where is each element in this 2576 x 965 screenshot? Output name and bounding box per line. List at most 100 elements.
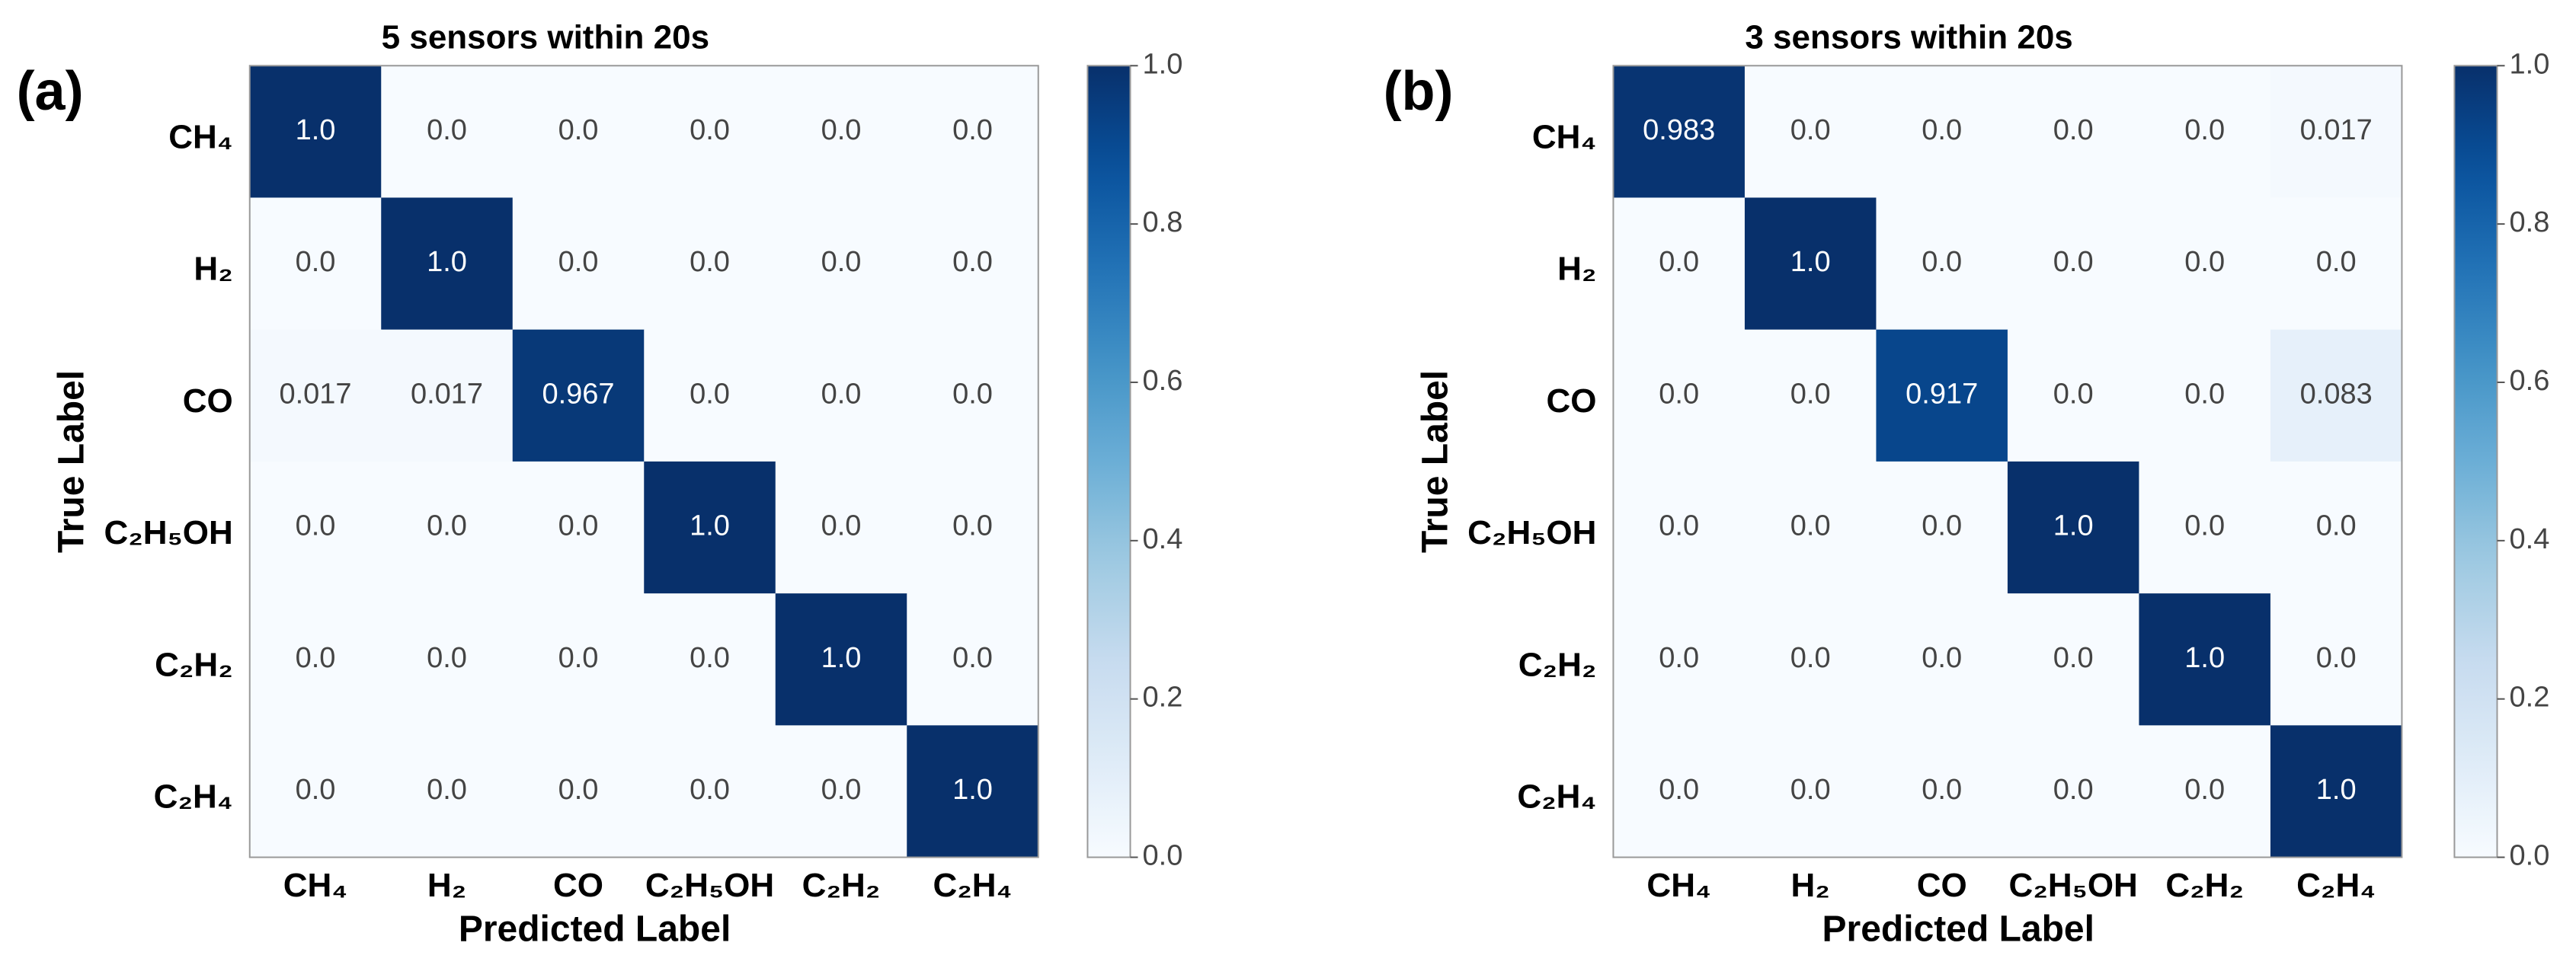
- cell-label: 0.0: [558, 246, 599, 278]
- y-tick-label: CO: [1546, 382, 1596, 420]
- heatmap-cell: [2007, 66, 2139, 198]
- chart-title: 3 sensors within 20s: [1745, 18, 2072, 56]
- cell-label: 1.0: [2184, 642, 2225, 674]
- y-tick-label: C₂H₂: [155, 646, 233, 683]
- cell-label: 0.0: [427, 642, 467, 674]
- x-axis-label: Predicted Label: [459, 909, 731, 949]
- heatmap-cell: [249, 197, 382, 331]
- heatmap-cell: [907, 66, 1039, 198]
- heatmap-cell: [512, 197, 645, 331]
- cell-label: 0.0: [1659, 378, 1699, 410]
- cell-label: 0.0: [1790, 378, 1831, 410]
- plot-frame: [248, 65, 1039, 858]
- cell-label: 0.917: [1906, 378, 1978, 410]
- cell-label: 0.0: [821, 774, 862, 806]
- cell-label: 0.0: [2184, 774, 2225, 806]
- cell-label: 0.0: [1922, 246, 1962, 278]
- heatmap-cell: [2139, 197, 2271, 331]
- y-tick-label: CO: [183, 382, 233, 420]
- cell-label: 0.0: [2053, 378, 2094, 410]
- heatmap-cell: [1613, 197, 1746, 331]
- cell-label: 0.0: [296, 642, 336, 674]
- cell-label: 0.0: [2053, 774, 2094, 806]
- colorbar-tick-label: 0.8: [1143, 206, 1183, 238]
- colorbar-tick-label: 0.0: [1143, 840, 1183, 872]
- cell-label: 0.0: [1922, 642, 1962, 674]
- heatmap-cell: [775, 329, 907, 462]
- y-tick-label: C₂H₄: [154, 778, 233, 816]
- heatmap-cell: [775, 66, 907, 198]
- heatmap-cell: [1744, 329, 1877, 462]
- heatmap-cell: [2139, 66, 2271, 198]
- colorbar-tick-label: 0.4: [1143, 523, 1183, 555]
- cell-label: 0.0: [1659, 246, 1699, 278]
- cell-label: 1.0: [952, 774, 993, 806]
- cell-label: 0.967: [542, 378, 614, 410]
- y-axis-label: True Label: [1415, 370, 1455, 553]
- y-tick-label: C₂H₄: [1517, 778, 1596, 816]
- cell-label: 0.0: [1922, 510, 1962, 542]
- cell-label: 0.0: [1790, 642, 1831, 674]
- x-tick-label: C₂H₅OH: [645, 867, 774, 904]
- heatmap-cell: [1744, 461, 1877, 594]
- cell-label: 0.0: [952, 114, 993, 146]
- cell-label: 0.0: [952, 642, 993, 674]
- cell-label: 0.0: [558, 642, 599, 674]
- y-tick-label: CH₄: [168, 118, 233, 155]
- panel-label: (a): [17, 61, 84, 122]
- heatmap-cell: [1613, 725, 1746, 858]
- heatmap-cell: [1613, 329, 1746, 462]
- colorbar-tick-label: 0.6: [1143, 365, 1183, 397]
- heatmap-cell: [644, 725, 776, 858]
- heatmap-cell: [2139, 725, 2271, 858]
- heatmap-cell: [249, 461, 382, 594]
- colorbar-tick-label: 0.2: [1143, 682, 1183, 714]
- cell-label: 0.0: [1790, 774, 1831, 806]
- x-tick-label: C₂H₄: [2296, 867, 2376, 904]
- cell-label: 0.0: [558, 114, 599, 146]
- colorbar-tick-label: 0.0: [2510, 840, 2550, 872]
- plot-frame: [1612, 65, 2403, 858]
- cell-label: 0.0: [2184, 246, 2225, 278]
- cell-label: 0.0: [427, 510, 467, 542]
- heatmap-cell: [1876, 197, 2008, 331]
- cell-label: 1.0: [690, 510, 730, 542]
- y-tick-label: C₂H₅OH: [104, 514, 232, 551]
- heatmap-cell: [512, 329, 645, 462]
- heatmap-cell: [1876, 329, 2008, 462]
- cell-label: 0.0: [2184, 510, 2225, 542]
- heatmap-cell: [2270, 725, 2402, 858]
- cell-label: 1.0: [1790, 246, 1831, 278]
- heatmap-cell: [907, 461, 1039, 594]
- cell-label: 0.0: [296, 510, 336, 542]
- heatmap-cell: [249, 329, 382, 462]
- heatmap-cell: [381, 197, 514, 331]
- heatmap-cell: [381, 329, 514, 462]
- heatmap-cell: [1744, 593, 1877, 726]
- heatmap-cell: [2007, 593, 2139, 726]
- cell-label: 0.0: [1659, 510, 1699, 542]
- heatmap-cell: [512, 725, 645, 858]
- cell-label: 0.0: [952, 246, 993, 278]
- cell-label: 0.0: [690, 378, 730, 410]
- chart-title: 5 sensors within 20s: [382, 18, 709, 56]
- y-tick-label: CH₄: [1532, 118, 1597, 155]
- y-tick-label: C₂H₂: [1518, 646, 1597, 683]
- heatmap-cell: [2270, 66, 2402, 198]
- x-tick-label: C₂H₄: [933, 867, 1012, 904]
- heatmap-cell: [1876, 66, 2008, 198]
- x-tick-label: C₂H₂: [802, 867, 881, 904]
- x-tick-label: H₂: [1791, 867, 1830, 904]
- heatmap-cell: [907, 329, 1039, 462]
- cell-label: 0.0: [690, 114, 730, 146]
- cell-label: 0.0: [690, 774, 730, 806]
- heatmap-cell: [512, 66, 645, 198]
- heatmap-cell: [512, 461, 645, 594]
- cell-label: 0.0: [821, 510, 862, 542]
- heatmap-cell: [775, 197, 907, 331]
- heatmap-cell: [2139, 329, 2271, 462]
- heatmap-cell: [775, 725, 907, 858]
- cell-label: 0.0: [690, 246, 730, 278]
- cell-label: 0.0: [427, 114, 467, 146]
